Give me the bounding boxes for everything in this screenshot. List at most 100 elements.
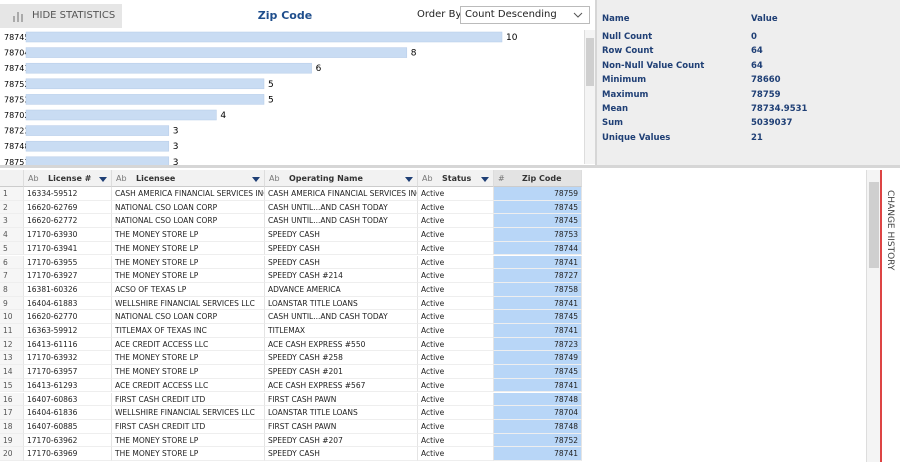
stat-name: Non-Null Value Count [602,60,705,71]
table-cell: 78727 [494,269,582,283]
row-number: 18 [0,419,24,434]
stat-value: 78660 [751,75,781,86]
sort-arrow [99,177,107,182]
table-cell: ACE CASH EXPRESS #567 [265,378,418,393]
table-cell: CASH UNTIL...AND CASH TODAY [265,200,418,215]
data-table: Ab License # Ab Licensee Ab Operating Name Ab S… [0,170,866,462]
stat-name: Null Count [602,32,653,42]
hide-statistics-button[interactable]: HIDE STATISTICS [0,4,122,28]
table-cell: Active [418,419,494,434]
table-cell: TITLEMAX [265,324,418,338]
table-cell: LOANSTAR TITLE LOANS [265,406,418,420]
stat-value: 64 [751,60,763,71]
value-label: 3 [173,127,179,137]
table-cell: ACE CREDIT ACCESS LLC [112,337,265,352]
stat-name: Unique Values [602,132,671,143]
scrollbar[interactable] [584,30,595,164]
table-cell: 16620-62770 [24,310,112,324]
table-cell: 78745 [494,310,582,324]
table-cell: Active [418,324,494,338]
row-number: 5 [0,241,24,256]
table-cell: 78745 [494,214,582,229]
table-cell: ADVANCE AMERICA [265,282,418,297]
row-number: 19 [0,433,24,448]
table-cell: 16381-60326 [24,282,112,297]
table-cell: NATIONAL CSO LOAN CORP [112,214,265,229]
table-cell: Active [418,228,494,242]
row-number: 14 [0,365,24,379]
table-cell: 78745 [494,200,582,215]
table-cell: CASH AMERICA FINANCIAL SERVICES INC [112,187,265,201]
table-cell: TITLEMAX OF TEXAS INC [112,324,265,338]
table-cell: Active [418,337,494,352]
table-cell: SPEEDY CASH [265,228,418,242]
value-label: 10 [506,33,518,43]
column-type: Ab [116,174,127,183]
value-label: 3 [173,158,179,165]
table-cell: SPEEDY CASH [265,447,418,461]
category-label: 78723 [4,127,29,136]
row-number: 17 [0,406,24,420]
table-cell: Active [418,241,494,256]
value-label: 5 [268,95,274,105]
table-cell: Active [418,296,494,311]
table-cell: Active [418,406,494,420]
table-cell: 17170-63962 [24,433,112,448]
table-cell: 17170-63957 [24,365,112,379]
side-panel[interactable]: CHANGE HISTORY [880,170,900,462]
column-header: # Zip Code [494,170,582,187]
category-label: 78752 [4,80,29,89]
table-cell: WELLSHIRE FINANCIAL SERVICES LLC [112,296,265,311]
table-cell: 78758 [494,282,582,297]
table-cell: Active [418,378,494,393]
table-cell: THE MONEY STORE LP [112,255,265,270]
table-cell: NATIONAL CSO LOAN CORP [112,310,265,324]
table-cell: 17170-63927 [24,269,112,283]
bar [25,109,217,121]
table-cell: 17170-63930 [24,228,112,242]
table-cell: 17170-63969 [24,447,112,461]
stat-value: 0 [751,32,757,42]
row-number: 11 [0,324,24,338]
table-cell: 16404-61836 [24,406,112,420]
table-cell: ACSO OF TEXAS LP [112,282,265,297]
bar [25,94,265,105]
column-type: # [498,174,505,183]
column-label: Status [442,174,472,183]
table-cell: SPEEDY CASH #201 [265,365,418,379]
row-number: 1 [0,187,24,201]
sort-arrow [481,177,489,182]
stat-name: Maximum [602,89,649,100]
sort-arrow [252,177,260,182]
table-cell: CASH AMERICA FINANCIAL SERVICES INC [265,187,418,201]
table-cell: THE MONEY STORE LP [112,351,265,366]
sort-arrow [405,177,413,182]
order-select[interactable]: Count Descending [460,6,590,24]
table-cell: 17170-63932 [24,351,112,366]
table-cell: 16407-60885 [24,419,112,434]
row-number: 12 [0,337,24,352]
category-label: 78745 [4,33,29,42]
table-cell: 16620-62772 [24,214,112,229]
table-cell: 78704 [494,406,582,420]
table-cell: LOANSTAR TITLE LOANS [265,296,418,311]
stat-name: Minimum [602,75,647,86]
table-cell: Active [418,214,494,229]
table-cell: SPEEDY CASH [265,255,418,270]
table-cell: Active [418,433,494,448]
row-number: 9 [0,296,24,311]
table-cell: THE MONEY STORE LP [112,228,265,242]
table-cell: 78749 [494,351,582,366]
table-cell: Active [418,365,494,379]
value-label: 5 [268,80,274,90]
table-cell: 78741 [494,447,582,461]
table-cell: 78748 [494,419,582,434]
stats-header: Name [602,14,630,24]
value-label: 6 [316,64,322,74]
table-cell: FIRST CASH PAWN [265,392,418,407]
row-number: 10 [0,310,24,324]
stat-value: 64 [751,46,763,57]
category-label: 78741 [4,64,29,73]
table-scrollbar[interactable] [866,170,881,462]
